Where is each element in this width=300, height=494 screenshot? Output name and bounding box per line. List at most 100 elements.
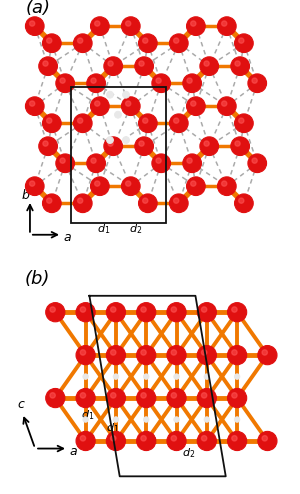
Circle shape [204,417,210,422]
Circle shape [50,307,55,312]
Text: (b): (b) [25,270,50,288]
Circle shape [262,436,267,441]
Circle shape [235,34,253,52]
Circle shape [135,57,154,76]
Circle shape [106,303,125,322]
Circle shape [171,350,176,355]
Circle shape [201,350,207,355]
Circle shape [122,177,140,196]
Circle shape [136,303,156,322]
Circle shape [167,388,186,408]
Circle shape [227,303,247,322]
Circle shape [80,350,86,355]
Circle shape [113,374,119,379]
Circle shape [43,141,48,146]
Circle shape [235,194,253,212]
Circle shape [239,38,244,43]
Circle shape [232,307,237,312]
Circle shape [74,194,92,212]
Circle shape [76,431,95,451]
Circle shape [76,345,95,365]
Circle shape [143,374,149,379]
Circle shape [77,198,83,203]
Text: $d_1$: $d_1$ [81,408,94,422]
Circle shape [187,17,205,36]
Circle shape [232,436,237,441]
Circle shape [80,436,86,441]
Circle shape [80,307,86,312]
Circle shape [258,345,277,365]
Circle shape [171,436,176,441]
Circle shape [252,78,257,83]
Circle shape [201,436,207,441]
Text: $d_1$: $d_1$ [97,222,110,236]
Circle shape [106,388,125,408]
Circle shape [106,136,113,144]
Text: a: a [63,231,71,245]
Circle shape [231,57,250,76]
Circle shape [201,393,207,398]
Circle shape [43,114,61,132]
Circle shape [74,34,92,52]
Circle shape [231,137,250,156]
Circle shape [252,158,257,163]
Circle shape [201,307,207,312]
Circle shape [108,61,113,66]
Circle shape [204,374,210,379]
Circle shape [60,78,65,83]
Circle shape [143,417,149,422]
Circle shape [187,158,192,163]
Circle shape [142,198,148,203]
Circle shape [197,345,216,365]
Circle shape [77,118,83,123]
Text: a: a [69,445,77,458]
Circle shape [174,38,179,43]
Circle shape [248,74,267,92]
Circle shape [91,78,96,83]
Circle shape [122,91,130,98]
Circle shape [29,181,35,186]
Circle shape [126,21,131,26]
Circle shape [197,303,216,322]
Circle shape [106,431,125,451]
Circle shape [204,61,209,66]
Text: $d_1$: $d_1$ [106,421,119,435]
Circle shape [104,137,122,156]
Circle shape [235,61,240,66]
Circle shape [87,154,106,172]
Circle shape [104,57,122,76]
Circle shape [171,307,176,312]
Circle shape [113,417,119,422]
Circle shape [77,38,83,43]
Circle shape [29,21,35,26]
Circle shape [50,393,55,398]
Circle shape [141,393,146,398]
Circle shape [191,181,196,186]
Circle shape [26,177,44,196]
Circle shape [174,118,179,123]
Circle shape [141,307,146,312]
Circle shape [239,198,244,203]
Circle shape [91,97,109,116]
Circle shape [169,34,188,52]
Circle shape [39,57,57,76]
Circle shape [258,431,277,451]
Circle shape [136,388,156,408]
Circle shape [91,17,109,36]
Circle shape [139,194,157,212]
Circle shape [142,38,148,43]
Circle shape [167,345,186,365]
Circle shape [191,21,196,26]
Circle shape [222,181,227,186]
Circle shape [156,158,161,163]
Circle shape [91,158,96,163]
Circle shape [74,114,92,132]
Circle shape [39,137,57,156]
Circle shape [218,17,236,36]
Text: $d_2$: $d_2$ [182,446,195,460]
Circle shape [141,350,146,355]
Circle shape [139,114,157,132]
Circle shape [60,158,65,163]
Circle shape [122,136,130,144]
Circle shape [227,345,247,365]
